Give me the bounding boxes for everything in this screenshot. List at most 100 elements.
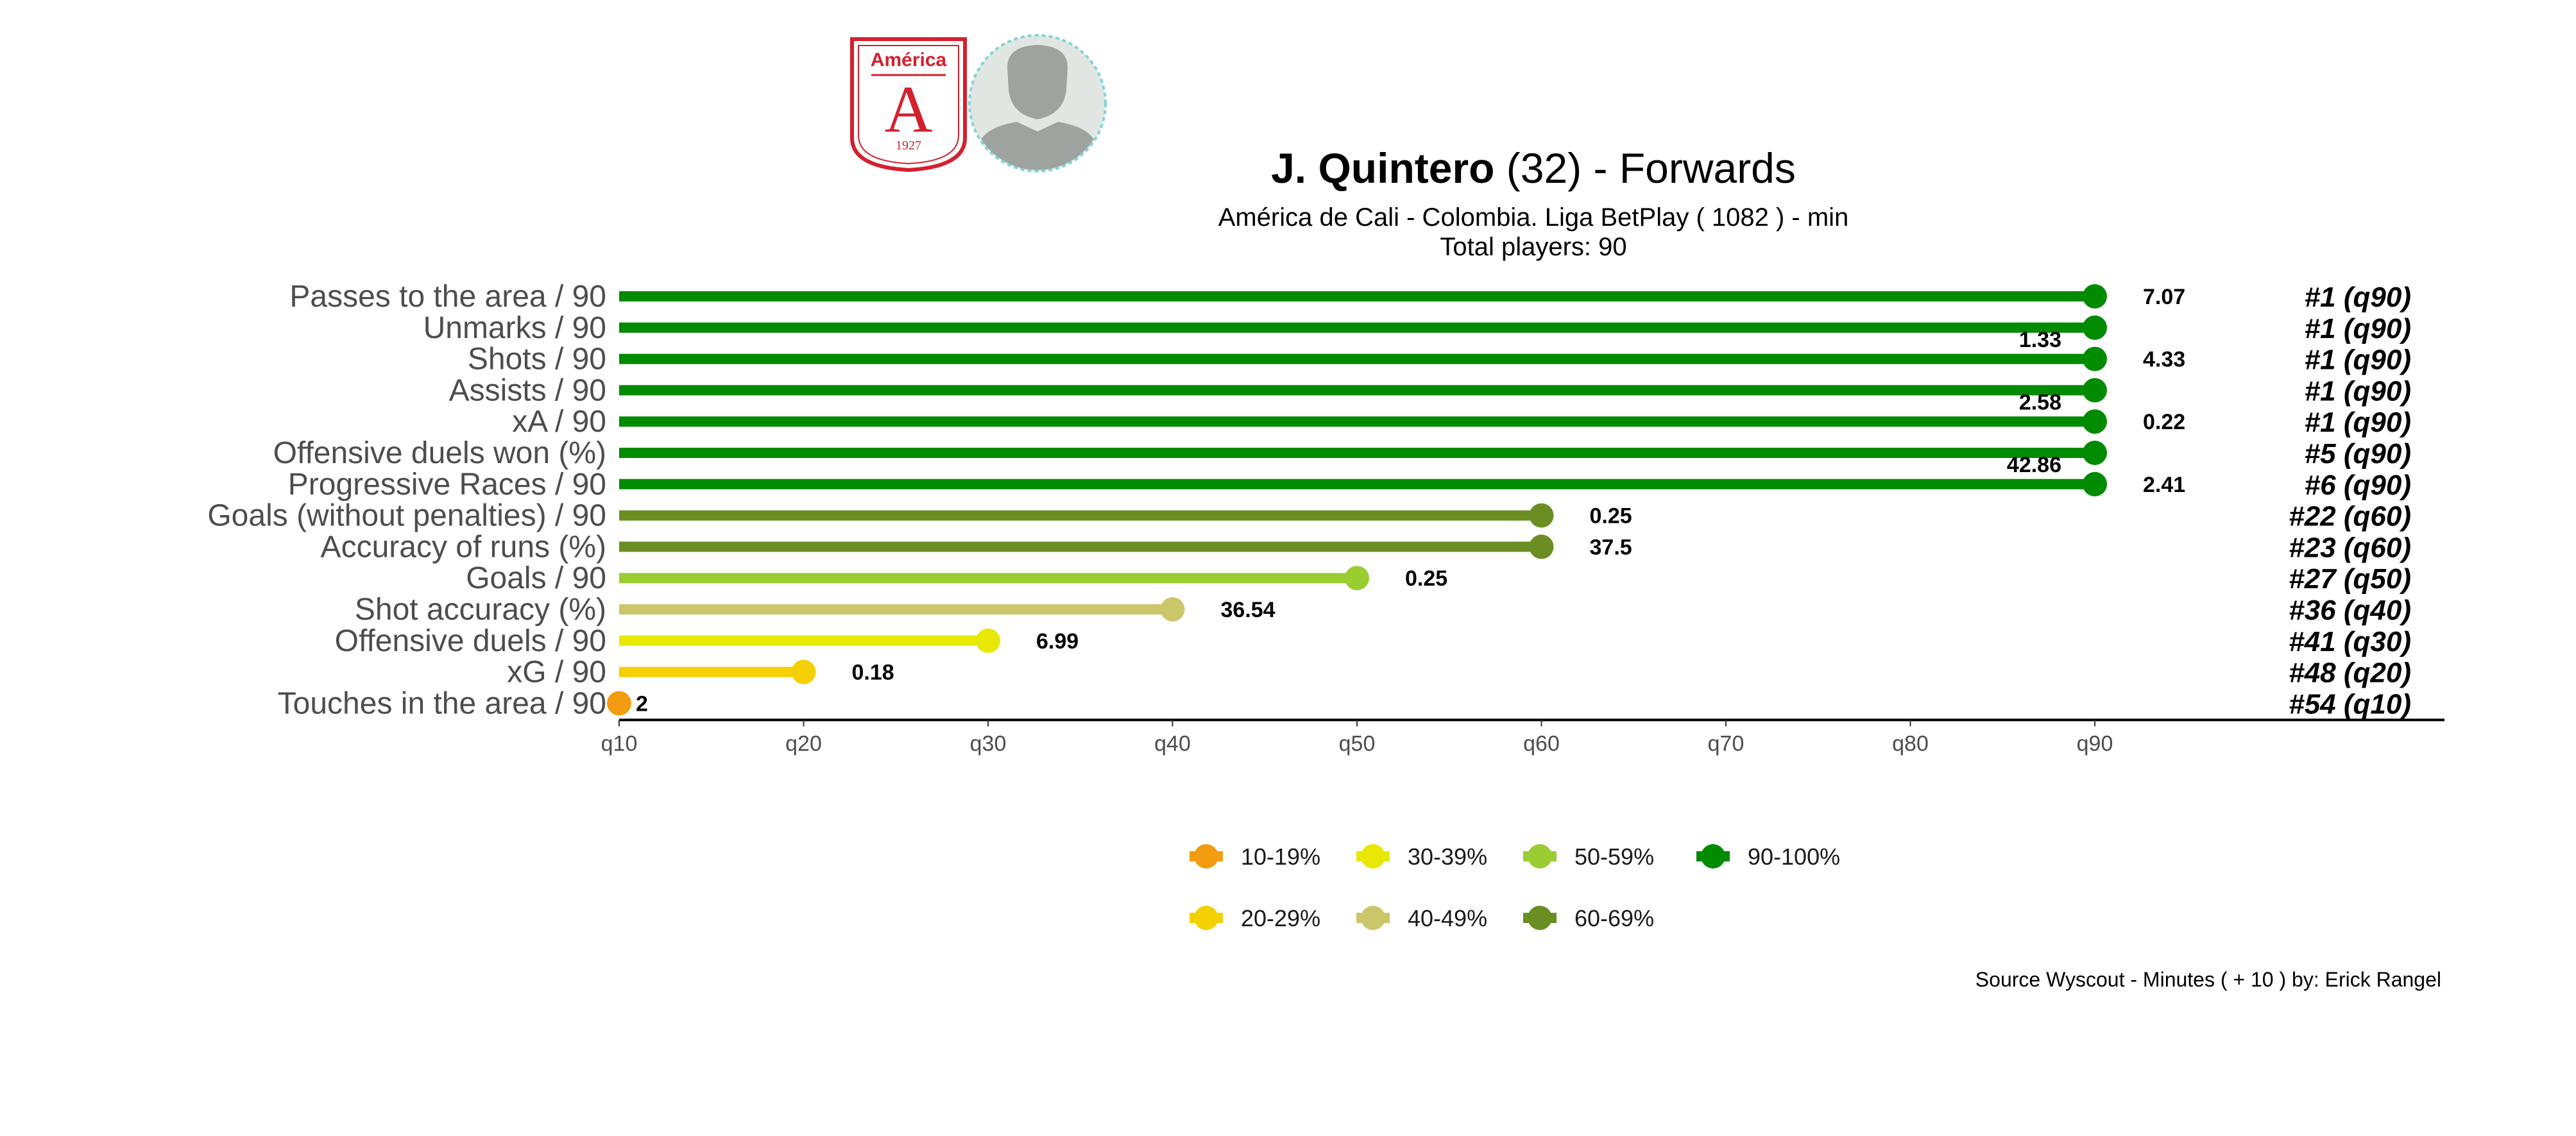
metric-row: Unmarks / 90 1.33 #1 (q90)	[423, 311, 2411, 352]
metric-value: 2.41	[2143, 473, 2185, 497]
metric-label: Progressive Races / 90	[288, 468, 606, 502]
metric-row: xG / 90 0.18 #48 (q20)	[507, 656, 2411, 690]
x-tick-label: q50	[1339, 731, 1376, 756]
x-tick-label: q70	[1708, 731, 1744, 756]
metric-value: 0.25	[1405, 566, 1447, 591]
x-tick-label: q30	[970, 731, 1007, 756]
metric-row: Goals (without penalties) / 90 0.25 #22 (q…	[207, 499, 2411, 533]
lollipop-dot	[2083, 315, 2107, 340]
metric-value: 0.18	[852, 661, 894, 685]
legend-label: 10-19%	[1241, 844, 1320, 870]
legend: 10-19% 30-39% 50-59% 90-100% 20-29% 40-49% 60-…	[1190, 844, 1840, 931]
metric-rank: #36 (q40)	[2289, 595, 2411, 626]
metric-row: Offensive duels won (%) 42.86 #5 (q90)	[273, 436, 2411, 477]
legend-entry: 20-29%	[1190, 905, 1320, 931]
legend-entry: 10-19%	[1190, 844, 1320, 870]
legend-label: 20-29%	[1241, 905, 1320, 931]
metric-row: Accuracy of runs (%) 37.5 #23 (q60)	[321, 530, 2411, 564]
metric-row: Passes to the area / 90 7.07 #1 (q90)	[289, 280, 2411, 314]
legend-label: 50-59%	[1574, 844, 1654, 870]
metric-row: Shot accuracy (%) 36.54 #36 (q40)	[355, 593, 2411, 627]
lollipop-dot	[976, 628, 1000, 653]
metric-rank: #1 (q90)	[2305, 344, 2411, 376]
metric-row: Shots / 90 4.33 #1 (q90)	[468, 343, 2411, 377]
legend-swatch-dot	[1528, 906, 1552, 930]
metric-value: 1.33	[2019, 328, 2061, 352]
legend-entry: 30-39%	[1356, 844, 1487, 870]
person-silhouette-icon	[975, 45, 1100, 170]
crest-year: 1927	[896, 139, 921, 153]
metric-label: Assists / 90	[449, 373, 606, 407]
metric-row: Progressive Races / 90 2.41 #6 (q90)	[288, 468, 2411, 502]
legend-label: 40-49%	[1408, 905, 1487, 931]
x-tick-label: q10	[601, 731, 638, 756]
legend-entry: 40-49%	[1356, 905, 1487, 931]
metric-rank: #1 (q90)	[2305, 282, 2411, 313]
metric-rank: #48 (q20)	[2289, 657, 2411, 689]
metric-value: 2.58	[2019, 390, 2061, 414]
metric-row: Touches in the area / 90 2 #54 (q10)	[278, 686, 2411, 720]
metric-label: Goals (without penalties) / 90	[207, 499, 606, 533]
metric-row: Offensive duels / 90 6.99 #41 (q30)	[335, 624, 2411, 658]
legend-swatch-dot	[1528, 844, 1552, 869]
metric-value: 6.99	[1036, 629, 1079, 654]
metric-row: Goals / 90 0.25 #27 (q50)	[466, 561, 2411, 595]
metric-label: Offensive duels won (%)	[273, 436, 606, 470]
metric-value: 36.54	[1221, 598, 1275, 622]
metric-row: xA / 90 0.22 #1 (q90)	[512, 405, 2411, 439]
team-crest-logo: América A 1927	[850, 37, 967, 173]
lollipop-dot	[2083, 284, 2107, 309]
metric-rank: #1 (q90)	[2305, 375, 2411, 407]
lollipop-dot	[2083, 378, 2107, 403]
metric-label: Passes to the area / 90	[289, 280, 606, 314]
lollipop-rows: Passes to the area / 90 7.07 #1 (q90)Unmar…	[207, 280, 2411, 720]
metric-rank: #41 (q30)	[2289, 626, 2411, 657]
lollipop-dot	[1529, 503, 1554, 528]
lollipop-dot	[607, 691, 631, 716]
x-tick-label: q40	[1154, 731, 1191, 756]
lollipop-dot	[1345, 566, 1369, 591]
crest-team-name: América	[871, 49, 947, 71]
metric-label: Shots / 90	[468, 343, 606, 377]
legend-swatch-dot	[1361, 906, 1385, 930]
metric-value: 37.5	[1590, 535, 1632, 559]
legend-entry: 50-59%	[1523, 844, 1654, 870]
x-tick-label: q80	[1892, 731, 1929, 756]
legend-swatch-dot	[1361, 844, 1385, 869]
player-name: J. Quintero	[1271, 144, 1494, 192]
metric-rank: #6 (q90)	[2305, 470, 2411, 501]
metric-value: 2	[636, 691, 648, 716]
lollipop-dot	[2083, 409, 2107, 434]
crest-letter: A	[884, 72, 932, 146]
legend-entry: 90-100%	[1696, 844, 1840, 870]
legend-swatch-dot	[1194, 906, 1218, 930]
player-avatar	[968, 34, 1107, 173]
lollipop-dot	[2083, 346, 2107, 371]
title-age-position: (32) - Forwards	[1494, 144, 1795, 192]
metric-label: Offensive duels / 90	[335, 624, 606, 658]
metric-label: xA / 90	[512, 405, 606, 439]
legend-label: 30-39%	[1408, 844, 1487, 870]
metric-value: 7.07	[2143, 285, 2185, 309]
x-tick-label: q20	[785, 731, 822, 756]
metric-rank: #54 (q10)	[2289, 688, 2411, 720]
lollipop-dot	[1160, 597, 1185, 622]
metric-rank: #5 (q90)	[2305, 438, 2411, 470]
metric-rank: #22 (q60)	[2289, 501, 2411, 532]
legend-label: 60-69%	[1574, 905, 1654, 931]
metric-rank: #1 (q90)	[2305, 407, 2411, 438]
total-players: Total players: 90	[1440, 233, 1626, 261]
metric-rank: #27 (q50)	[2289, 563, 2411, 595]
metric-row: Assists / 90 2.58 #1 (q90)	[449, 373, 2411, 414]
metric-label: Goals / 90	[466, 561, 606, 595]
metric-label: xG / 90	[507, 656, 606, 690]
metric-label: Touches in the area / 90	[278, 686, 606, 720]
x-tick-label: q90	[2077, 731, 2113, 756]
metric-label: Shot accuracy (%)	[355, 593, 606, 627]
x-tick-label: q60	[1523, 731, 1560, 756]
metric-label: Accuracy of runs (%)	[321, 530, 606, 564]
metric-value: 4.33	[2143, 348, 2185, 372]
metric-rank: #23 (q60)	[2289, 532, 2411, 563]
lollipop-dot	[2083, 441, 2107, 465]
